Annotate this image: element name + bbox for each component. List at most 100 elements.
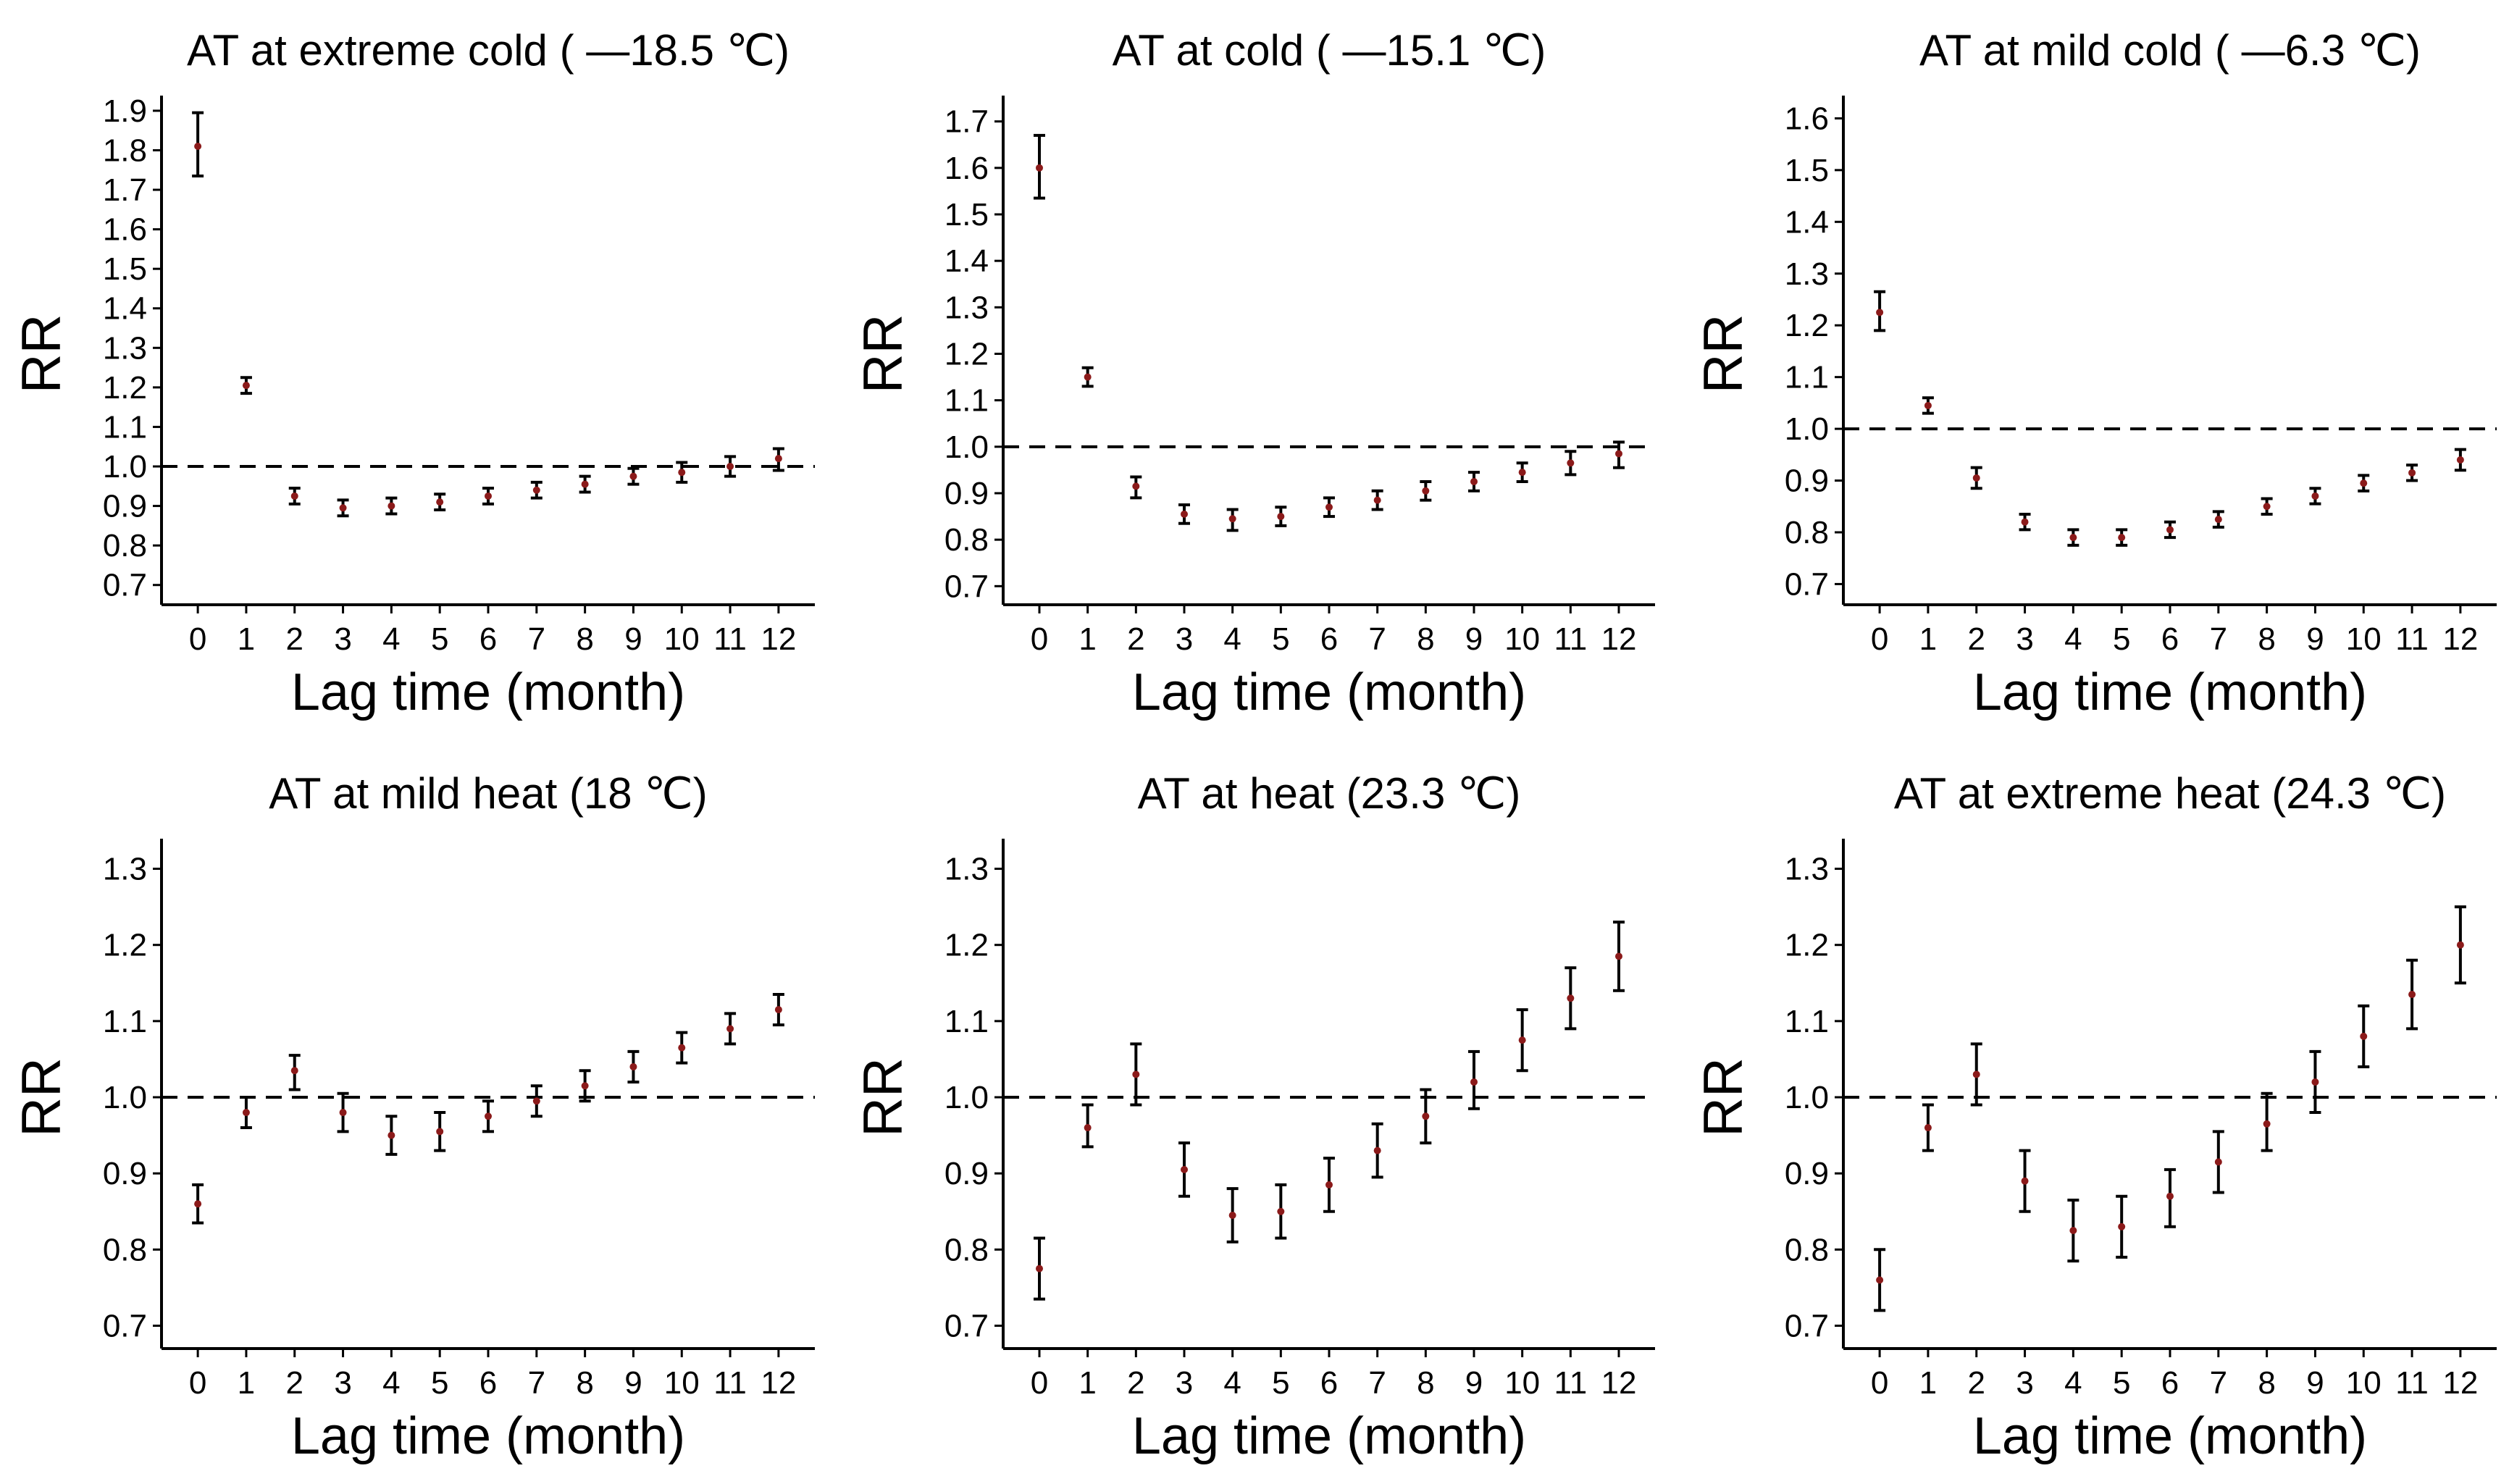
x-tick-label: 0 <box>189 1365 206 1401</box>
y-tick-label: 1.0 <box>944 1080 989 1115</box>
x-axis-label: Lag time (month) <box>291 1407 685 1465</box>
x-tick-label: 4 <box>2064 621 2082 657</box>
x-tick-label: 5 <box>431 621 448 657</box>
x-tick-label: 4 <box>382 1365 400 1401</box>
errorbar-lag-6 <box>2164 1168 2176 1228</box>
y-tick-label: 1.6 <box>944 151 989 186</box>
y-tick-label: 0.9 <box>103 1156 147 1191</box>
point-estimate <box>1325 503 1333 511</box>
errorbar-lag-3 <box>1178 503 1190 525</box>
point-estimate <box>2214 1158 2222 1166</box>
y-axis-label: RR <box>1693 1057 1754 1137</box>
y-tick-label: 0.8 <box>1785 515 1829 550</box>
y-tick-label: 0.9 <box>103 489 147 524</box>
point-estimate <box>1277 513 1285 521</box>
y-tick-label: 1.6 <box>103 212 147 248</box>
point-estimate <box>1972 1070 1980 1078</box>
errorbar-lag-2 <box>1970 1042 1982 1107</box>
errorbar-lag-7 <box>530 1084 543 1118</box>
point-estimate <box>2214 516 2222 524</box>
errorbar-lag-2 <box>288 487 301 506</box>
point-estimate <box>774 455 782 463</box>
y-tick-label: 0.9 <box>944 476 989 511</box>
errorbar-lag-10 <box>1516 1008 1528 1073</box>
errorbar-lag-4 <box>1226 508 1239 532</box>
y-tick-label: 1.3 <box>1785 852 1829 887</box>
errorbar-lag-2 <box>1130 475 1142 500</box>
y-tick-label: 1.8 <box>103 133 147 168</box>
x-tick-label: 5 <box>431 1365 448 1401</box>
point-estimate <box>2021 1177 2029 1185</box>
errorbar-lag-5 <box>2116 1194 2128 1259</box>
x-tick-label: 3 <box>1176 621 1193 657</box>
x-tick-label: 0 <box>1031 1365 1048 1401</box>
x-tick-label: 2 <box>285 621 303 657</box>
y-tick-label: 1.1 <box>1785 360 1829 395</box>
errorbar-lag-11 <box>724 455 737 478</box>
x-axis-label: Lag time (month) <box>1973 663 2367 721</box>
y-tick-label: 1.5 <box>103 251 147 287</box>
x-tick-label: 7 <box>2210 1365 2227 1401</box>
panel-title: AT at heat (23.3 ℃) <box>1138 769 1521 818</box>
y-tick-label: 0.7 <box>103 1308 147 1343</box>
y-tick-label: 1.1 <box>944 383 989 419</box>
point-estimate <box>1470 1078 1478 1086</box>
x-tick-label: 0 <box>1871 621 1888 657</box>
errorbar-lag-9 <box>2309 487 2321 506</box>
point-estimate <box>1373 1146 1381 1154</box>
point-estimate <box>1615 952 1622 960</box>
y-axis-label: RR <box>853 314 914 394</box>
x-tick-label: 1 <box>1078 621 1096 657</box>
x-axis-label: Lag time (month) <box>1132 1407 1526 1465</box>
point-estimate <box>2360 479 2368 487</box>
errorbar-lag-0 <box>1874 290 1886 332</box>
x-tick-label: 7 <box>1368 1365 1386 1401</box>
errorbar-lag-3 <box>1178 1141 1190 1198</box>
point-estimate <box>726 1025 734 1033</box>
x-tick-label: 7 <box>528 621 545 657</box>
x-tick-label: 10 <box>664 621 700 657</box>
y-tick-label: 1.3 <box>944 290 989 325</box>
x-tick-label: 2 <box>1127 1365 1144 1401</box>
y-tick-label: 0.9 <box>1785 1156 1829 1191</box>
point-estimate <box>629 472 637 480</box>
y-tick-label: 0.7 <box>1785 1308 1829 1343</box>
errorbar-lag-5 <box>1275 1183 1287 1240</box>
point-estimate <box>339 504 347 512</box>
errorbar-lag-5 <box>434 492 446 512</box>
y-tick-label: 1.0 <box>944 429 989 465</box>
x-tick-label: 12 <box>761 1365 796 1401</box>
x-tick-label: 6 <box>479 621 497 657</box>
point-estimate <box>2118 534 2126 542</box>
point-estimate <box>436 498 444 506</box>
y-tick-label: 1.2 <box>1785 308 1829 343</box>
point-estimate <box>485 492 492 500</box>
point-estimate <box>1181 1165 1188 1173</box>
x-tick-label: 7 <box>2210 621 2227 657</box>
y-tick-label: 0.9 <box>1785 464 1829 499</box>
errorbar-lag-6 <box>1323 496 1335 519</box>
point-estimate <box>2456 456 2464 464</box>
y-tick-label: 1.5 <box>1785 153 1829 188</box>
y-tick-label: 1.0 <box>1785 1080 1829 1115</box>
errorbar-lag-12 <box>2454 905 2466 985</box>
errorbar-lag-0 <box>192 1183 204 1225</box>
x-tick-label: 9 <box>1465 621 1483 657</box>
y-tick-label: 0.7 <box>103 568 147 603</box>
errorbar-lag-9 <box>627 1049 640 1083</box>
errorbar-lag-0 <box>1034 1236 1045 1301</box>
x-tick-label: 2 <box>1967 621 1985 657</box>
errorbar-lag-1 <box>1922 1103 1934 1152</box>
errorbar-lag-8 <box>579 1069 591 1103</box>
y-tick-label: 0.8 <box>1785 1232 1829 1267</box>
point-estimate <box>629 1062 637 1070</box>
y-tick-label: 1.3 <box>1785 256 1829 292</box>
errorbar-lag-11 <box>1565 450 1577 477</box>
point-estimate <box>581 480 589 488</box>
point-estimate <box>388 1131 395 1139</box>
errorbar-lag-4 <box>385 1115 398 1156</box>
x-tick-label: 2 <box>285 1365 303 1401</box>
x-tick-label: 1 <box>1078 1365 1096 1401</box>
x-tick-label: 8 <box>1417 621 1434 657</box>
